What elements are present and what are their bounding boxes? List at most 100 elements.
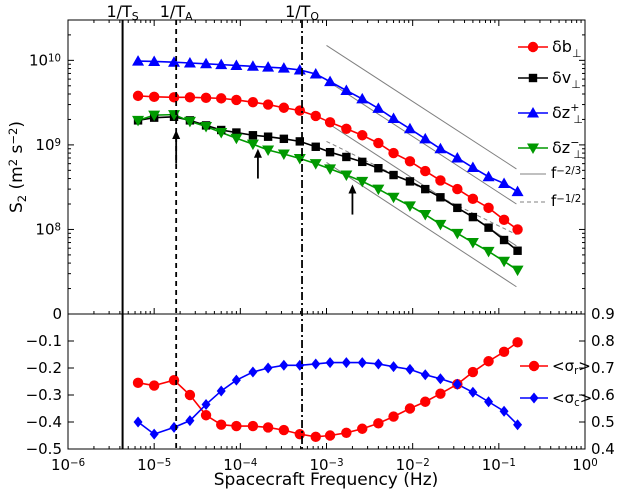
bottom-data-point-s1-0 [133, 416, 143, 428]
left-tick-label-2: −0.3 [26, 386, 62, 404]
data-point-s0-21 [466, 161, 479, 173]
arrow-head-0 [172, 130, 181, 140]
bottom-data-point-s0-14 [357, 423, 368, 434]
data-point-s3-0 [132, 115, 145, 127]
bottom-data-point-s1-14 [357, 357, 367, 369]
y-tick-label-10: 1010 [29, 51, 61, 69]
data-point-s0-15 [372, 102, 385, 113]
data-point-s3-18 [419, 210, 432, 221]
bottom-data-point-s1-16 [389, 361, 399, 373]
bottom-data-point-s1-17 [405, 363, 415, 375]
data-point-s0-2 [168, 56, 181, 67]
right-tick-label-2: 0.6 [591, 386, 615, 404]
data-point-s2-13 [342, 152, 351, 162]
data-point-s3-6 [230, 133, 243, 145]
data-point-s0-13 [340, 84, 353, 95]
data-point-s2-6 [232, 128, 241, 137]
bottom-panel: −0.5 −0.4 −0.3 −0.2 −0.1 0 0.4 0.5 0.6 0.7 0.8 0.9 1… [26, 305, 615, 474]
data-point-s2-24 [513, 246, 522, 255]
y-tick-label-8: 108 [35, 220, 61, 238]
data-point-s3-9 [277, 149, 290, 161]
bottom-data-point-s1-5 [216, 385, 226, 397]
data-point-s3-13 [340, 170, 353, 182]
data-point-s2-14 [358, 157, 367, 167]
data-point-s3-4 [200, 122, 213, 133]
x-tick-label-0: 10−6 [51, 456, 85, 474]
data-point-s0-20 [451, 151, 464, 163]
data-point-s1-8 [262, 99, 274, 110]
data-point-s1-3 [184, 92, 196, 103]
data-point-s1-9 [278, 102, 290, 113]
data-point-s1-14 [357, 130, 368, 141]
data-point-s1-0 [132, 90, 144, 102]
top-axes: 108 109 1010 S2 (m2 s−2) [6, 19, 586, 315]
data-point-s0-14 [356, 92, 369, 104]
bottom-data-point-s0-24 [512, 337, 523, 348]
bottom-data-point-s0-3 [184, 389, 196, 401]
data-point-s0-0 [132, 55, 145, 66]
bottom-series-line-1 [137, 361, 519, 436]
left-tick-label-3: −0.2 [26, 359, 62, 377]
right-tick-label-5: 0.9 [591, 305, 615, 323]
data-point-s0-16 [387, 112, 400, 124]
bottom-data-point-s1-2 [169, 421, 179, 433]
bottom-data-point-s0-11 [310, 431, 321, 443]
bottom-data-point-s1-21 [468, 386, 478, 398]
bottom-data-point-s0-4 [200, 410, 212, 421]
bottom-data-point-s1-19 [435, 373, 445, 385]
data-point-s1-17 [404, 156, 416, 167]
data-point-s1-20 [452, 183, 463, 195]
data-point-s3-7 [246, 139, 259, 151]
data-point-s1-18 [420, 165, 431, 177]
data-point-s2-12 [325, 147, 335, 157]
data-point-s2-22 [484, 223, 493, 232]
data-point-s3-23 [498, 256, 511, 268]
left-tick-label-5: 0 [52, 305, 62, 323]
bottom-data-point-s1-3 [185, 415, 195, 427]
data-point-s2-20 [453, 203, 462, 213]
data-point-s1-7 [247, 96, 259, 108]
arrow-head-1 [253, 148, 262, 158]
data-point-s3-21 [466, 238, 479, 249]
data-point-s1-4 [200, 92, 212, 104]
data-point-s0-22 [482, 170, 495, 182]
data-point-s0-3 [183, 57, 196, 68]
data-point-s2-8 [263, 132, 273, 141]
data-point-s3-15 [372, 184, 385, 196]
arrow-head-2 [348, 184, 357, 194]
bottom-data-point-s0-6 [231, 420, 242, 432]
left-tick-label-1: −0.4 [26, 413, 62, 431]
bottom-data-point-s1-12 [325, 357, 335, 369]
data-point-s2-17 [405, 177, 415, 186]
legend-marker-2 [528, 73, 538, 83]
bottom-legend-marker-1 [529, 392, 539, 404]
legend-marker-0 [527, 107, 539, 118]
data-point-s1-15 [373, 137, 384, 149]
bottom-data-point-s1-4 [201, 398, 211, 410]
data-point-s1-24 [512, 224, 523, 235]
bottom-data-point-s0-2 [168, 374, 180, 386]
data-point-s1-22 [483, 202, 494, 214]
bottom-data-point-s0-17 [404, 403, 416, 414]
data-point-s1-2 [168, 92, 180, 103]
legend-label-3: δz− ⊥ [552, 136, 583, 161]
x-axis-label: Spacecraft Frequency (Hz) [214, 470, 439, 490]
x-tick-label-2: 10−4 [223, 456, 257, 474]
vertical-line-label-S: 1/TS [106, 2, 138, 23]
data-point-s0-5 [215, 58, 228, 70]
data-point-s0-19 [434, 142, 447, 154]
bottom-data-point-s1-15 [373, 358, 383, 370]
data-point-s2-15 [374, 164, 383, 173]
bottom-data-point-s0-5 [216, 419, 227, 430]
data-point-s1-12 [324, 117, 336, 128]
bottom-legend-marker-0 [528, 360, 540, 372]
bottom-data-point-s0-15 [373, 418, 384, 429]
data-point-s0-9 [277, 62, 290, 73]
bottom-legend-label-0: <σr> [552, 357, 591, 377]
bottom-data-point-s0-22 [483, 356, 494, 367]
data-point-s3-11 [309, 159, 322, 170]
data-point-s0-7 [246, 60, 259, 71]
bottom-data-point-s1-22 [484, 396, 494, 408]
right-tick-label-3: 0.7 [591, 359, 615, 377]
data-point-s2-9 [279, 134, 289, 144]
